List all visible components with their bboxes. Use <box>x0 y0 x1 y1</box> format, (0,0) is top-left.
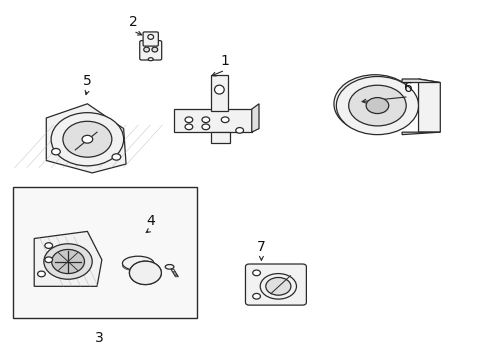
Ellipse shape <box>82 135 93 143</box>
FancyBboxPatch shape <box>143 32 158 46</box>
Circle shape <box>252 293 260 299</box>
Circle shape <box>129 261 161 284</box>
Ellipse shape <box>148 58 153 61</box>
Ellipse shape <box>44 244 92 279</box>
Polygon shape <box>249 267 302 302</box>
Text: 3: 3 <box>95 331 103 345</box>
Circle shape <box>129 261 161 284</box>
Ellipse shape <box>51 113 123 166</box>
Polygon shape <box>174 109 251 132</box>
Polygon shape <box>251 104 259 132</box>
Polygon shape <box>401 79 439 82</box>
Circle shape <box>235 127 243 133</box>
Text: 6: 6 <box>404 81 412 95</box>
Circle shape <box>184 117 192 123</box>
FancyBboxPatch shape <box>245 264 306 305</box>
Text: 5: 5 <box>83 74 92 88</box>
Text: 1: 1 <box>220 54 229 68</box>
FancyBboxPatch shape <box>140 41 162 60</box>
Circle shape <box>202 117 209 123</box>
Circle shape <box>112 154 121 160</box>
Polygon shape <box>34 231 102 286</box>
Text: 4: 4 <box>145 214 154 228</box>
Polygon shape <box>418 79 439 132</box>
Circle shape <box>221 117 228 123</box>
Polygon shape <box>401 132 439 135</box>
Ellipse shape <box>152 47 157 52</box>
Polygon shape <box>46 104 126 173</box>
Circle shape <box>202 124 209 130</box>
Polygon shape <box>210 132 229 143</box>
Ellipse shape <box>333 75 415 133</box>
Circle shape <box>52 148 60 155</box>
Ellipse shape <box>122 256 154 270</box>
Circle shape <box>252 270 260 276</box>
Ellipse shape <box>63 121 112 157</box>
Bar <box>13 187 197 318</box>
Ellipse shape <box>260 274 296 299</box>
Ellipse shape <box>147 35 153 39</box>
Circle shape <box>184 124 192 130</box>
Circle shape <box>45 243 53 248</box>
Circle shape <box>38 271 45 277</box>
Ellipse shape <box>122 260 154 271</box>
Ellipse shape <box>52 249 84 274</box>
Polygon shape <box>210 76 227 111</box>
Circle shape <box>45 257 53 262</box>
Ellipse shape <box>165 265 174 269</box>
Polygon shape <box>171 269 178 277</box>
Ellipse shape <box>336 77 418 135</box>
Text: 2: 2 <box>129 15 138 29</box>
Ellipse shape <box>214 85 224 94</box>
Ellipse shape <box>348 85 406 126</box>
Ellipse shape <box>265 278 290 295</box>
Ellipse shape <box>143 47 149 52</box>
Ellipse shape <box>366 98 388 113</box>
Text: 7: 7 <box>257 240 265 255</box>
